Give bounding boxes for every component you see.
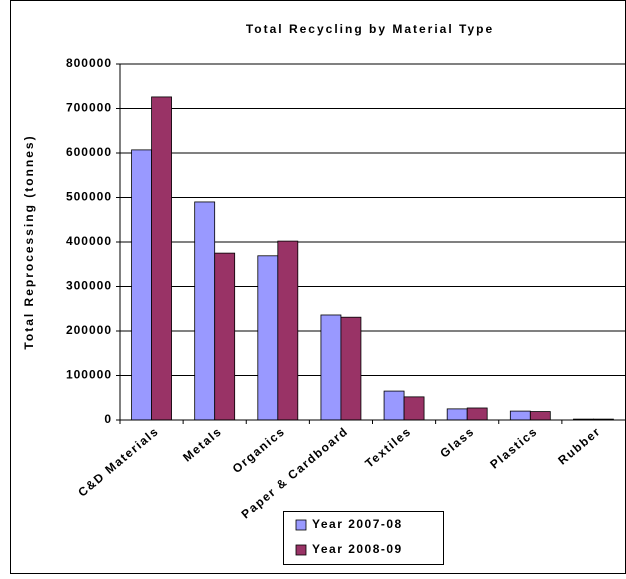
bar xyxy=(529,411,551,421)
bar xyxy=(214,252,236,421)
bar xyxy=(446,408,468,421)
bar xyxy=(131,149,152,421)
y-tick-label: 0 xyxy=(104,412,112,426)
y-tick-label: 700000 xyxy=(66,101,112,115)
y-tick-label: 800000 xyxy=(66,56,112,70)
y-tick-label: 100000 xyxy=(66,368,112,382)
legend xyxy=(283,511,444,565)
legend-label: Year 2007-08 xyxy=(312,517,403,531)
bar xyxy=(320,314,342,421)
bar xyxy=(277,240,299,421)
bar xyxy=(151,96,172,421)
bar xyxy=(403,396,425,421)
bar xyxy=(466,407,488,421)
y-tick-label: 200000 xyxy=(66,323,112,337)
bar xyxy=(340,316,362,421)
legend-swatch xyxy=(295,544,307,556)
bar xyxy=(383,390,405,421)
y-tick-label: 600000 xyxy=(66,145,112,159)
legend-swatch xyxy=(295,519,307,531)
bar xyxy=(257,255,279,421)
y-tick-label: 400000 xyxy=(66,234,112,248)
bar xyxy=(194,201,216,421)
chart-title: Total Recycling by Material Type xyxy=(246,22,494,36)
bar xyxy=(509,410,531,421)
y-tick-label: 500000 xyxy=(66,190,112,204)
legend-label: Year 2008-09 xyxy=(312,542,403,556)
y-axis-label: Total Reprocessing (tonnes) xyxy=(22,134,36,349)
y-tick-label: 300000 xyxy=(66,279,112,293)
